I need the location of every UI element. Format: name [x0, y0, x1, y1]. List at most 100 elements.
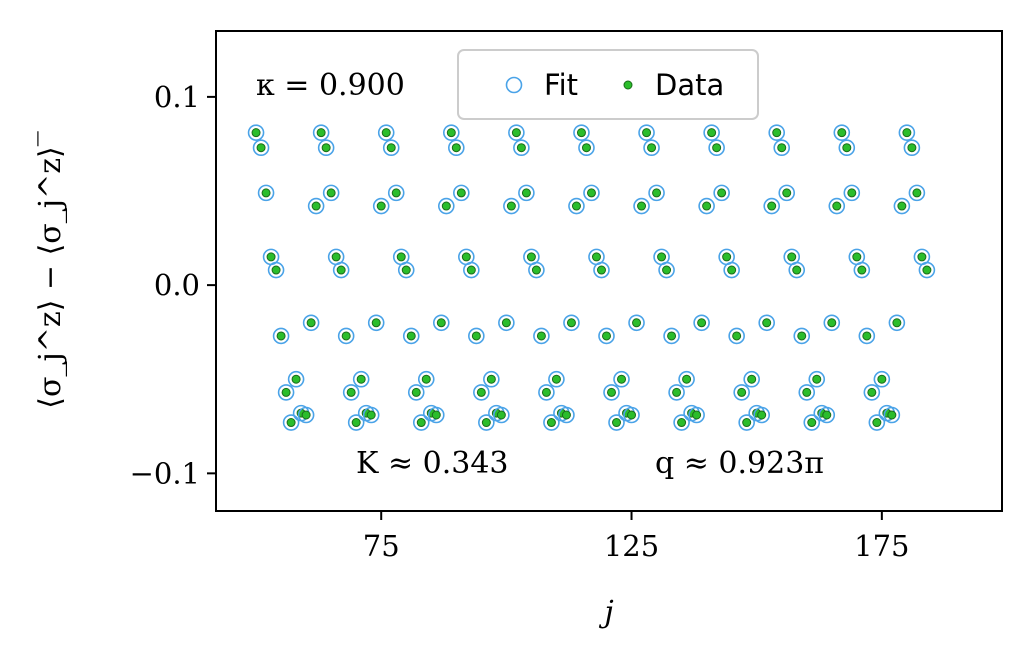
- fit-point: [397, 261, 415, 279]
- fit-point: [768, 124, 786, 141]
- data-point: [381, 128, 391, 138]
- data-point: [546, 418, 556, 428]
- fit-point: [473, 384, 490, 401]
- data-point: [411, 387, 421, 397]
- data-point: [902, 128, 912, 138]
- fit-point: [322, 184, 340, 202]
- fit-point: [247, 124, 265, 141]
- data-point: [276, 331, 286, 341]
- fit-point: [513, 139, 530, 157]
- fit-point: [282, 414, 300, 431]
- data-point: [446, 128, 456, 138]
- data-point: [777, 143, 787, 153]
- data-point: [712, 143, 722, 153]
- data-point: [637, 201, 647, 211]
- fit-point: [678, 370, 695, 388]
- data-point: [837, 128, 847, 138]
- fit-point: [372, 197, 390, 215]
- data-point: [772, 128, 782, 138]
- data-point: [566, 318, 576, 328]
- data-point: [541, 387, 551, 397]
- fit-point: [708, 139, 725, 157]
- data-point: [511, 128, 521, 138]
- fit-point: [843, 184, 861, 202]
- fit-point: [793, 327, 811, 345]
- fit-point: [417, 370, 435, 388]
- legend-fit-marker: [505, 76, 523, 94]
- data-point: [872, 418, 882, 428]
- data-point: [737, 387, 747, 397]
- fit-point: [402, 327, 420, 345]
- fit-point: [257, 184, 275, 202]
- fit-point: [833, 124, 851, 141]
- data-point: [521, 188, 531, 198]
- fit-point: [503, 197, 520, 215]
- fit-point: [853, 261, 871, 279]
- data-point: [256, 143, 266, 153]
- fit-point: [798, 384, 816, 401]
- fit-point: [758, 314, 776, 332]
- fit-point: [377, 124, 395, 141]
- data-point: [847, 188, 857, 198]
- data-point: [857, 265, 867, 275]
- fit-point: [367, 314, 385, 332]
- fit-point: [332, 261, 350, 279]
- fit-point: [738, 414, 755, 431]
- data-point: [371, 318, 381, 328]
- fit-point: [628, 314, 645, 332]
- data-point: [436, 318, 446, 328]
- fit-point: [858, 327, 876, 345]
- fit-point: [493, 406, 510, 424]
- fit-point: [623, 406, 640, 424]
- legend-data-marker: [623, 80, 633, 90]
- data-point: [912, 188, 922, 198]
- data-point: [516, 143, 526, 153]
- data-point: [892, 318, 902, 328]
- data-point: [917, 252, 927, 262]
- fit-point: [863, 384, 881, 401]
- k-annotation: K ≈ 0.343: [356, 446, 509, 481]
- data-point: [667, 331, 677, 341]
- data-point: [271, 265, 281, 275]
- fit-point: [307, 197, 325, 215]
- fit-point: [753, 406, 770, 424]
- data-point: [431, 410, 441, 420]
- fit-point: [407, 384, 425, 401]
- fit-point: [277, 384, 295, 401]
- data-point: [722, 252, 732, 262]
- data-point: [682, 374, 692, 384]
- fit-point: [703, 124, 720, 141]
- data-point: [662, 265, 672, 275]
- fit-point: [723, 261, 740, 279]
- y-tick-label: −0.1: [130, 456, 200, 490]
- data-point: [657, 252, 667, 262]
- data-point: [647, 143, 657, 153]
- data-point: [386, 143, 396, 153]
- fit-point: [448, 139, 465, 157]
- data-point: [832, 201, 842, 211]
- fit-point: [558, 406, 575, 424]
- data-point: [672, 387, 682, 397]
- fit-point: [538, 384, 555, 401]
- data-point: [336, 265, 346, 275]
- data-point: [286, 418, 296, 428]
- data-point: [596, 265, 606, 275]
- data-point: [827, 318, 837, 328]
- data-point: [897, 201, 907, 211]
- data-point: [717, 188, 727, 198]
- data-point: [451, 143, 461, 153]
- plot-frame: [215, 30, 1003, 512]
- data-point: [742, 418, 752, 428]
- fit-point: [713, 184, 730, 202]
- data-point: [852, 252, 862, 262]
- data-point: [867, 387, 877, 397]
- data-point: [812, 374, 822, 384]
- fit-point: [693, 314, 710, 332]
- legend: Fit Data: [457, 49, 759, 120]
- data-point: [301, 410, 311, 420]
- fit-point: [788, 261, 806, 279]
- fit-point: [808, 370, 826, 388]
- fit-point: [437, 197, 455, 215]
- fit-point: [518, 184, 535, 202]
